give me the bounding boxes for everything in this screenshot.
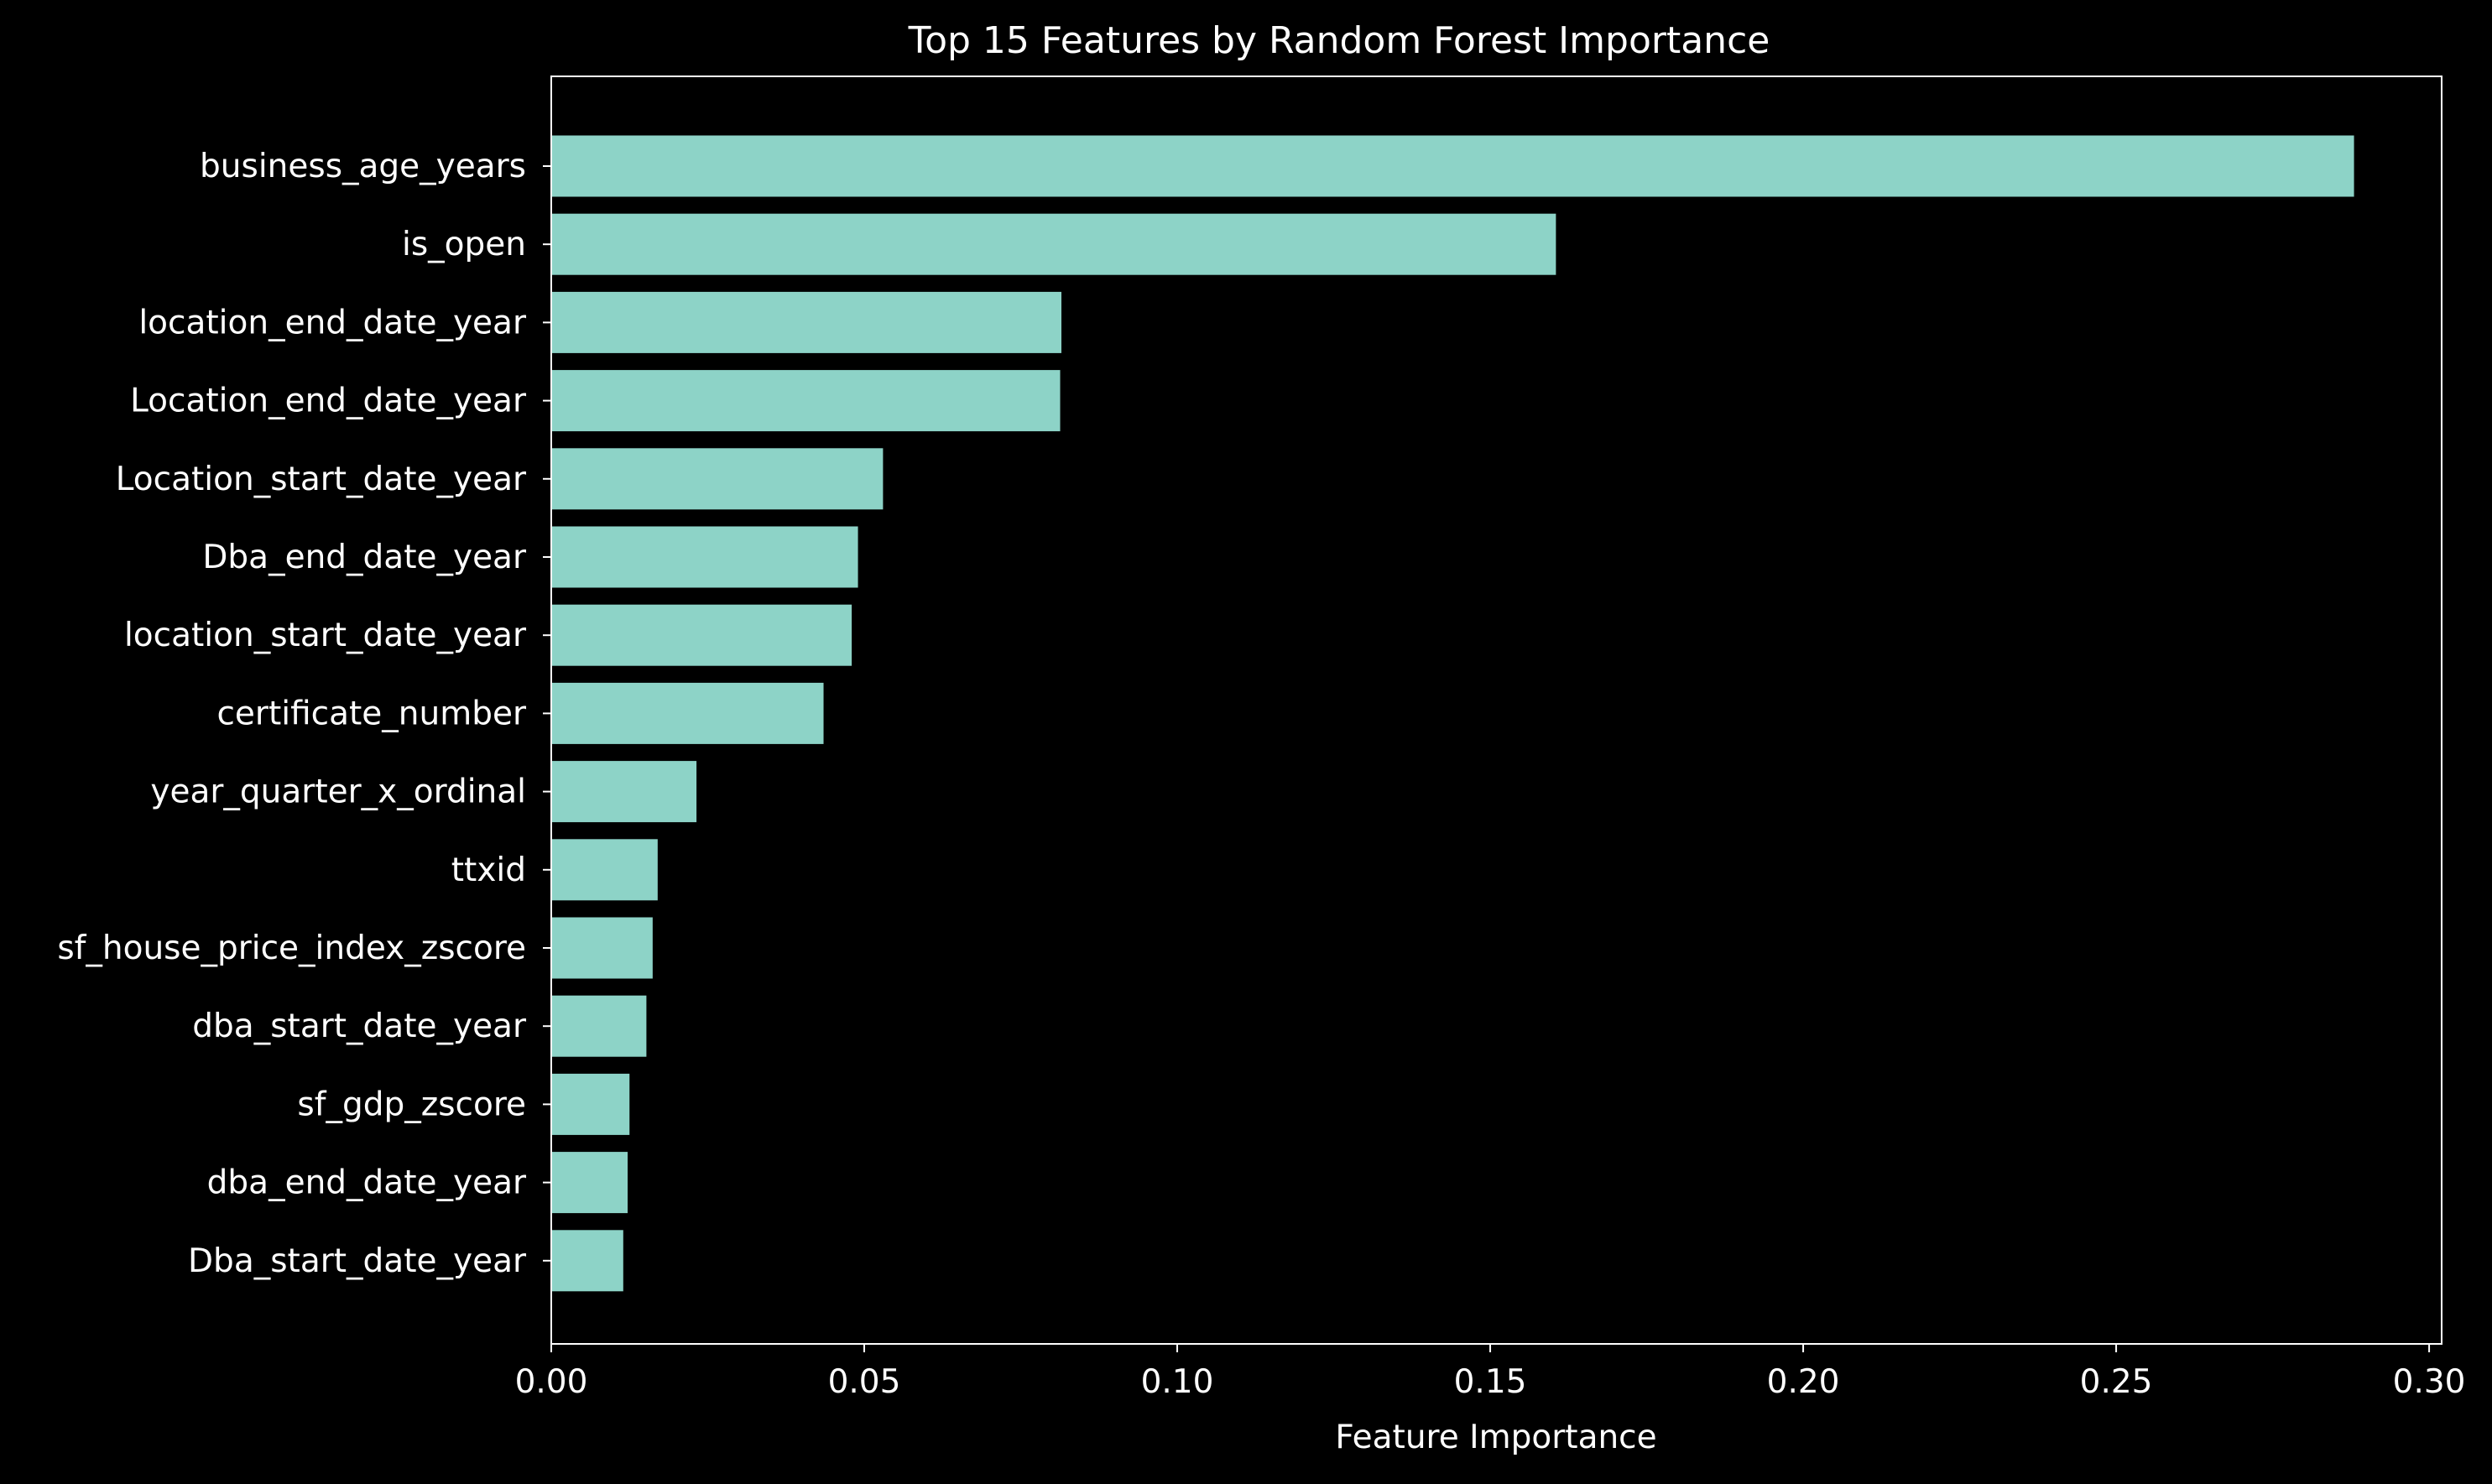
y-tick-label: is_open bbox=[402, 226, 526, 263]
bar-7 bbox=[551, 604, 852, 666]
y-tick-label: Dba_start_date_year bbox=[188, 1242, 527, 1280]
bar-12 bbox=[551, 995, 647, 1057]
y-tick-label: ttxid bbox=[451, 851, 526, 889]
x-tick-label: 0.25 bbox=[2080, 1363, 2153, 1401]
y-tick-label: Location_end_date_year bbox=[130, 383, 527, 420]
bar-10 bbox=[551, 839, 658, 901]
y-tick-label: dba_end_date_year bbox=[207, 1164, 527, 1202]
y-tick-label: sf_gdp_zscore bbox=[297, 1086, 526, 1123]
plot-frame bbox=[550, 76, 2442, 1345]
bar-5 bbox=[551, 448, 884, 510]
bar-11 bbox=[551, 917, 653, 979]
bar-6 bbox=[551, 526, 858, 588]
x-tick-label: 0.10 bbox=[1141, 1363, 1214, 1401]
bar-9 bbox=[551, 761, 697, 823]
x-axis: 0.00 0.05 0.10 0.15 0.20 0.25 0.30 bbox=[515, 1344, 2466, 1401]
y-tick-label: location_start_date_year bbox=[124, 617, 527, 654]
bar-1 bbox=[551, 135, 2354, 197]
chart-title: Top 15 Features by Random Forest Importa… bbox=[908, 19, 1770, 62]
bar-13 bbox=[551, 1073, 630, 1135]
bar-3 bbox=[551, 291, 1062, 353]
axes-frame bbox=[550, 76, 2442, 1345]
bar-8 bbox=[551, 682, 824, 744]
y-tick-label: location_end_date_year bbox=[138, 304, 527, 341]
bars-layer bbox=[551, 135, 2354, 1292]
y-tick-label: year_quarter_x_ordinal bbox=[150, 773, 526, 811]
x-tick-label: 0.20 bbox=[1767, 1363, 1840, 1401]
x-tick-label: 0.00 bbox=[515, 1363, 588, 1401]
x-tick-label: 0.30 bbox=[2393, 1363, 2466, 1401]
x-axis-label: Feature Importance bbox=[1335, 1419, 1656, 1456]
bar-2 bbox=[551, 213, 1556, 275]
x-tick-label: 0.05 bbox=[828, 1363, 901, 1401]
bar-4 bbox=[551, 370, 1061, 432]
y-tick-label: certificate_number bbox=[216, 695, 526, 732]
y-axis: business_age_years is_open location_end_da… bbox=[57, 148, 551, 1280]
y-tick-label: Dba_end_date_year bbox=[202, 539, 527, 576]
y-tick-label: dba_start_date_year bbox=[192, 1008, 527, 1045]
bar-15 bbox=[551, 1230, 623, 1292]
y-tick-label: sf_house_price_index_zscore bbox=[57, 929, 526, 967]
bar-14 bbox=[551, 1152, 628, 1214]
y-tick-label: Location_start_date_year bbox=[116, 461, 527, 498]
x-tick-label: 0.15 bbox=[1454, 1363, 1527, 1401]
y-tick-label: business_age_years bbox=[200, 148, 526, 185]
